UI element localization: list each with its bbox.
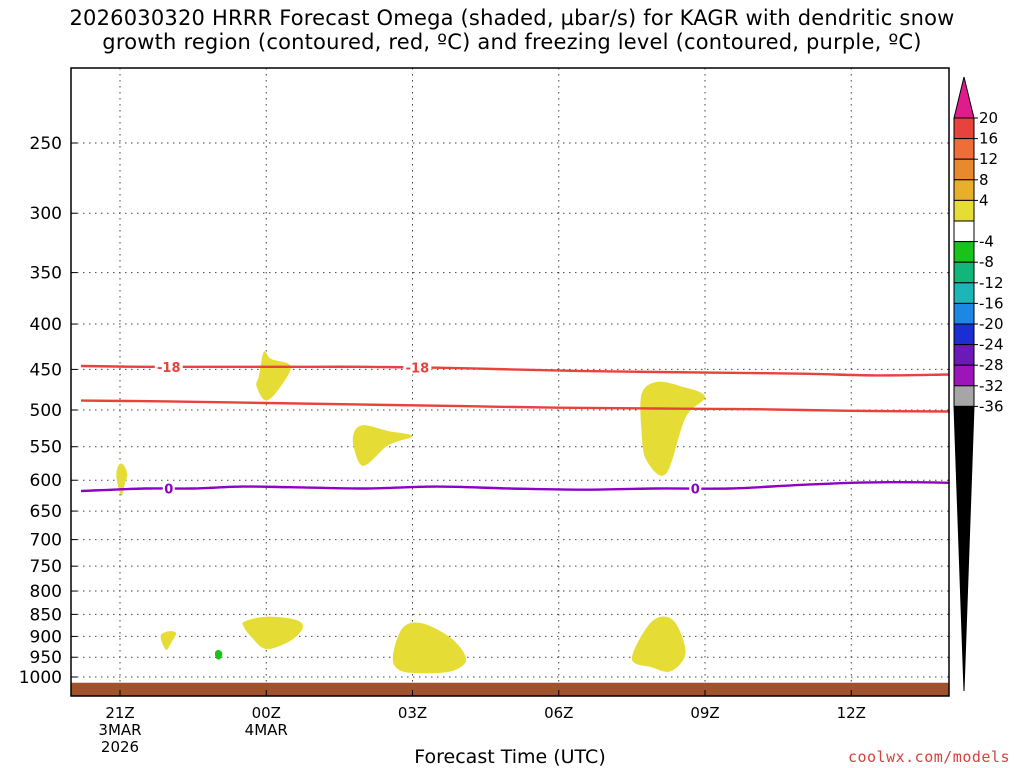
y-tick-label: 1000 (19, 668, 62, 688)
chart-title: 2026030320 HRRR Forecast Omega (shaded, … (69, 6, 955, 54)
contour-label-bg (162, 481, 175, 496)
y-tick-label: 900 (30, 627, 62, 647)
colorbar-label: 16 (979, 130, 998, 148)
ground-band (71, 682, 949, 696)
omega-shading (116, 351, 706, 674)
y-tick-label: 550 (30, 438, 62, 458)
colorbar-label: -8 (979, 253, 994, 271)
x-tick-label: 06Z (544, 704, 573, 722)
colorbar-bin (953, 282, 975, 304)
y-axis: 2503003504004505005506006507007508008509… (19, 134, 77, 688)
y-tick-label: 850 (30, 605, 62, 625)
y-tick-label: 300 (30, 204, 62, 224)
y-tick-label: 400 (30, 315, 62, 335)
colorbar-bin (953, 261, 975, 284)
colorbar-label: 12 (979, 150, 998, 168)
contour-label: -18 (406, 361, 430, 376)
x-axis-title: Forecast Time (UTC) (414, 746, 606, 768)
x-tick-label: 4MAR (245, 721, 288, 739)
colorbar-label: 4 (979, 191, 989, 209)
contour-lines: -18 -18 0 0 (80, 359, 949, 497)
omega-region (640, 381, 706, 476)
credit-text: coolwx.com/models (847, 748, 1010, 766)
contour-label: 0 (691, 482, 700, 497)
contour-label-bg (154, 359, 183, 374)
grid-lines (71, 68, 949, 696)
omega-region (392, 622, 467, 674)
contour-label-bg (403, 360, 432, 375)
colorbar-label: 20 (979, 109, 998, 127)
y-tick-label: 500 (30, 401, 62, 421)
x-tick-label: 09Z (690, 704, 719, 722)
colorbar-bin (953, 241, 975, 263)
omega-colorbar: 20 16 12 8 4 -4 -8 -12 -16 -20 -24 -28 -32 -36 (953, 76, 1004, 692)
y-tick-label: 650 (30, 502, 62, 522)
colorbar-bin (953, 138, 975, 160)
y-tick-label: 750 (30, 557, 62, 577)
y-tick-label: 700 (30, 531, 62, 551)
colorbar-top-arrow (953, 76, 975, 119)
colorbar-bin (953, 179, 975, 201)
colorbar-bin (953, 302, 975, 325)
x-tick-label: 03Z (398, 704, 427, 722)
omega-region (160, 631, 177, 650)
colorbar-label: -32 (979, 377, 1004, 395)
contour-minus18-upper (80, 364, 949, 377)
y-tick-label: 250 (30, 134, 62, 154)
colorbar-bin (953, 220, 975, 243)
x-tick-label: 12Z (837, 704, 866, 722)
omega-region (256, 351, 291, 401)
omega-region (631, 616, 686, 672)
y-tick-label: 950 (30, 648, 62, 668)
x-tick-label: 2026 (101, 738, 139, 756)
plot-frame (70, 67, 950, 697)
colorbar-bin (953, 364, 975, 387)
y-tick-label: 600 (30, 471, 62, 491)
colorbar-bin (953, 323, 975, 346)
contour-zero-freezing (80, 480, 949, 493)
contour-label: -18 (157, 361, 181, 376)
omega-region (214, 649, 223, 660)
ground-surface (71, 682, 949, 696)
x-tick-label: 3MAR (98, 721, 141, 739)
colorbar-label: 8 (979, 171, 989, 189)
colorbar-label: -16 (979, 294, 1004, 312)
colorbar-label: -28 (979, 356, 1004, 374)
omega-region (242, 616, 303, 650)
contour-label-bg (689, 481, 702, 496)
contour-minus18-lower (80, 399, 949, 413)
y-tick-label: 800 (30, 582, 62, 602)
colorbar-bin (953, 344, 975, 366)
y-tick-label: 450 (30, 360, 62, 380)
colorbar-bin (953, 199, 975, 222)
y-tick-label: 350 (30, 264, 62, 284)
x-tick-label: 21Z (105, 704, 134, 722)
colorbar-label: -20 (979, 315, 1004, 333)
colorbar-label: -36 (979, 397, 1004, 415)
colorbar-bin (953, 158, 975, 181)
colorbar-bin (953, 385, 975, 407)
omega-region (352, 425, 413, 466)
colorbar-bin (953, 117, 975, 140)
colorbar-label: -12 (979, 274, 1004, 292)
x-tick-label: 00Z (252, 704, 281, 722)
colorbar-label: -24 (979, 336, 1004, 354)
colorbar-label: -4 (979, 233, 994, 251)
colorbar-bottom-arrow (953, 405, 975, 692)
contour-label: 0 (164, 482, 173, 497)
omega-region (116, 463, 128, 497)
